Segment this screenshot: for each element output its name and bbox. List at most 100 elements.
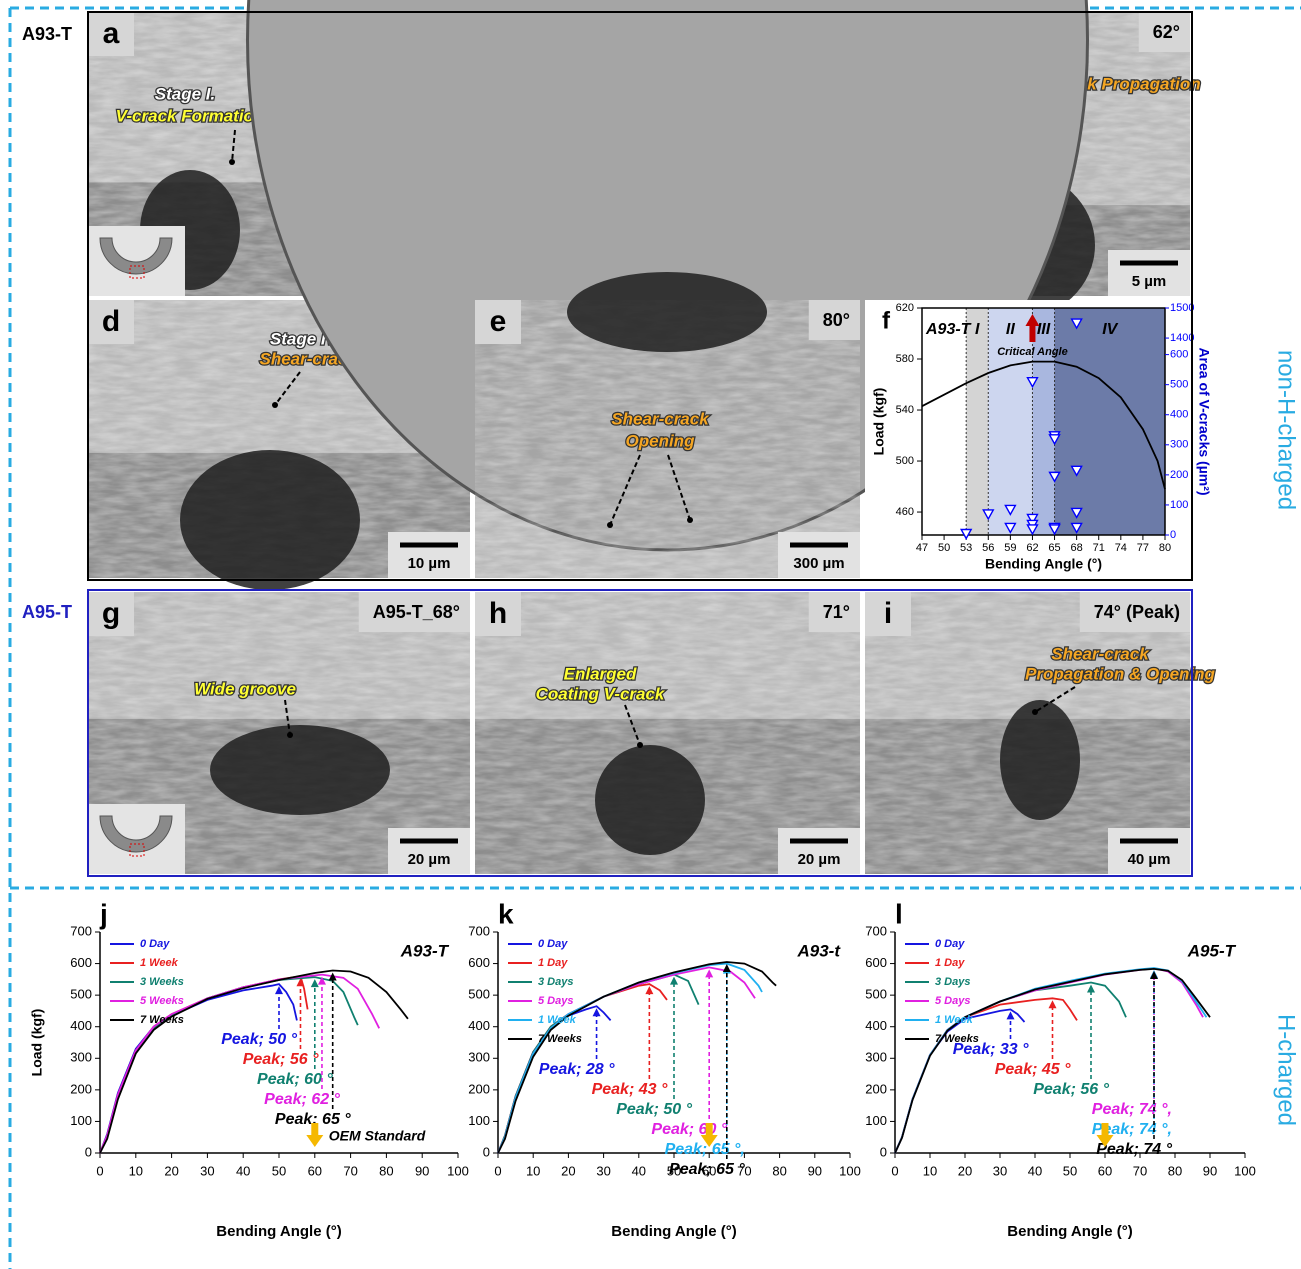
angle-tag: A95-T_68° bbox=[373, 602, 460, 622]
inset bbox=[88, 226, 185, 296]
x-tick-label: 70 bbox=[343, 1163, 357, 1178]
y-tick-label: 500 bbox=[896, 455, 914, 467]
peak-arrowhead bbox=[670, 977, 678, 985]
x-tick-label: 71 bbox=[1093, 542, 1105, 554]
annotation: Propagation & Opening bbox=[1025, 664, 1215, 683]
annotation: Coating V-crack bbox=[536, 684, 666, 703]
x-tick-label: 0 bbox=[494, 1163, 501, 1178]
legend-label: 5 Days bbox=[538, 995, 573, 1007]
y-tick-label: 500 bbox=[468, 987, 490, 1002]
y-tick-label: 100 bbox=[468, 1113, 490, 1128]
stage-region bbox=[988, 308, 1032, 535]
panel-letter: h bbox=[489, 597, 507, 630]
y-tick-label: 300 bbox=[468, 1050, 490, 1065]
y-tick-label: 100 bbox=[865, 1113, 887, 1128]
y-tick-label: 100 bbox=[70, 1113, 92, 1128]
x-tick-label: 40 bbox=[632, 1163, 646, 1178]
x-tick-label: 56 bbox=[982, 542, 994, 554]
stage-label: I bbox=[975, 321, 980, 338]
y-tick-label: 200 bbox=[70, 1081, 92, 1096]
pointer-head bbox=[607, 522, 613, 528]
side-label: H-charged bbox=[1273, 1014, 1300, 1126]
x-tick-label: 80 bbox=[1159, 542, 1171, 554]
peak-label: Peak; 56 ° bbox=[1033, 1081, 1109, 1098]
pointer-head bbox=[637, 742, 643, 748]
y-tick-label: 400 bbox=[865, 1018, 887, 1033]
peak-label: Peak; 28 ° bbox=[539, 1061, 615, 1078]
x-tick-label: 20 bbox=[958, 1163, 972, 1178]
panel-letter: j bbox=[99, 898, 108, 929]
pointer-head bbox=[229, 159, 235, 165]
y-tick-label: 500 bbox=[70, 987, 92, 1002]
y-tick-label: 700 bbox=[70, 923, 92, 938]
x-tick-label: 0 bbox=[96, 1163, 103, 1178]
legend-label: 7 Weeks bbox=[140, 1014, 184, 1026]
y2-tick-label: 500 bbox=[1170, 379, 1188, 391]
legend-label: 0 Day bbox=[538, 938, 568, 950]
legend-label: 3 Weeks bbox=[140, 976, 184, 988]
y-axis-label: Load (kgf) bbox=[871, 388, 887, 456]
x-tick-label: 59 bbox=[1004, 542, 1016, 554]
y-tick-label: 600 bbox=[70, 955, 92, 970]
peak-label: Peak; 65 °, bbox=[665, 1141, 745, 1158]
pointer-head bbox=[1032, 709, 1038, 715]
x-tick-label: 70 bbox=[1133, 1163, 1147, 1178]
stage-region bbox=[1032, 308, 1054, 535]
x-tick-label: 30 bbox=[596, 1163, 610, 1178]
x-axis-label: Bending Angle (°) bbox=[985, 556, 1102, 572]
x-tick-label: 50 bbox=[272, 1163, 286, 1178]
annotation: Enlarged bbox=[564, 664, 637, 683]
y-tick-label: 400 bbox=[468, 1018, 490, 1033]
y2-tick-label: 1500 bbox=[1170, 302, 1194, 314]
x-tick-label: 74 bbox=[1115, 542, 1127, 554]
x-tick-label: 10 bbox=[923, 1163, 937, 1178]
y-tick-label: 600 bbox=[468, 955, 490, 970]
legend-label: 1 Week bbox=[538, 1014, 577, 1026]
y-tick-label: 700 bbox=[468, 923, 490, 938]
x-tick-label: 10 bbox=[526, 1163, 540, 1178]
x-tick-label: 62 bbox=[1026, 542, 1038, 554]
y-tick-label: 0 bbox=[880, 1144, 887, 1159]
legend-label: 3 Days bbox=[935, 976, 970, 988]
legend-label: 1 Day bbox=[538, 957, 568, 969]
group-label: A93-T bbox=[22, 24, 72, 44]
y-tick-label: 300 bbox=[865, 1050, 887, 1065]
angle-tag: 71° bbox=[823, 602, 850, 622]
peak-label: Peak; 45 ° bbox=[995, 1061, 1071, 1078]
panel-letter: d bbox=[102, 305, 120, 338]
y-tick-label: 700 bbox=[865, 923, 887, 938]
x-tick-label: 53 bbox=[960, 542, 972, 554]
x-tick-label: 65 bbox=[1048, 542, 1060, 554]
x-tick-label: 100 bbox=[839, 1163, 861, 1178]
x-tick-label: 100 bbox=[447, 1163, 469, 1178]
scale-label: 40 µm bbox=[1128, 851, 1171, 868]
x-tick-label: 90 bbox=[808, 1163, 822, 1178]
peak-label: Peak; 50 ° bbox=[616, 1101, 692, 1118]
scale-label: 20 µm bbox=[798, 851, 841, 868]
legend-label: 7 Weeks bbox=[538, 1033, 582, 1045]
annotation: V-crack Formation bbox=[116, 106, 265, 125]
legend-label: 5 Days bbox=[935, 995, 970, 1007]
x-tick-label: 20 bbox=[561, 1163, 575, 1178]
peak-arrowhead bbox=[311, 979, 319, 987]
y2-tick-label: 0 bbox=[1170, 529, 1176, 541]
pointer-head bbox=[272, 402, 278, 408]
panel-letter: e bbox=[490, 305, 507, 338]
angle-tag: 74° (Peak) bbox=[1094, 602, 1180, 622]
x-tick-label: 47 bbox=[916, 542, 928, 554]
legend-label: 7 Weeks bbox=[935, 1033, 979, 1045]
y2-tick-label: 300 bbox=[1170, 439, 1188, 451]
y-tick-label: 0 bbox=[85, 1144, 92, 1159]
panel-letter: g bbox=[102, 597, 120, 630]
scale-label: 20 µm bbox=[408, 851, 451, 868]
y-tick-label: 620 bbox=[896, 302, 914, 314]
chart-title: A95-T bbox=[1187, 941, 1237, 960]
panel-letter: i bbox=[884, 597, 892, 630]
legend-label: 5 Weeks bbox=[140, 995, 184, 1007]
annotation: Shear-crack bbox=[611, 409, 710, 428]
angle-tag: 62° bbox=[1153, 22, 1180, 42]
pointer-head bbox=[287, 732, 293, 738]
y2-tick-label: 1400 bbox=[1170, 332, 1194, 344]
x-tick-label: 68 bbox=[1071, 542, 1083, 554]
x-tick-label: 60 bbox=[1098, 1163, 1112, 1178]
